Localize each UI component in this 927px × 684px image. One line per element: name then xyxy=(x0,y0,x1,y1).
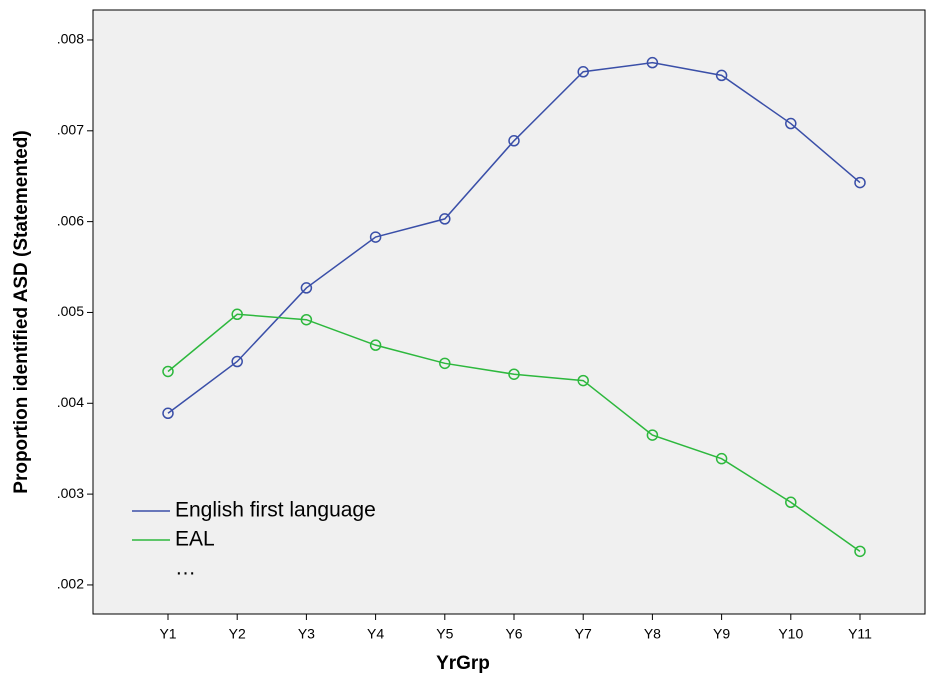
x-tick-label: Y2 xyxy=(229,626,246,642)
data-point xyxy=(646,56,659,69)
data-point xyxy=(854,545,866,558)
x-tick-label: Y6 xyxy=(505,626,522,642)
data-point xyxy=(162,365,174,378)
y-tick-label: .004 xyxy=(57,394,84,410)
x-tick-label: Y7 xyxy=(575,626,592,642)
x-tick-label: Y5 xyxy=(436,626,453,642)
plot-area xyxy=(92,9,926,615)
data-point xyxy=(231,308,243,321)
x-tick-label: Y4 xyxy=(367,626,384,642)
data-point xyxy=(300,282,313,294)
x-tick-label: Y11 xyxy=(848,626,872,642)
data-point xyxy=(577,66,589,78)
x-axis-title: YrGrp xyxy=(436,653,490,674)
y-tick-label: .005 xyxy=(57,303,84,319)
x-tick-label: Y1 xyxy=(159,626,176,642)
x-tick-label: Y3 xyxy=(298,626,315,642)
y-tick-label: .006 xyxy=(57,212,84,228)
x-tick-label: Y9 xyxy=(713,626,730,642)
y-tick-label: .002 xyxy=(57,576,84,592)
legend-label: EAL xyxy=(175,528,215,551)
data-point xyxy=(439,213,451,225)
data-point xyxy=(785,496,797,509)
y-tick-label: .008 xyxy=(57,31,84,47)
legend-note: … xyxy=(175,557,196,580)
data-point xyxy=(785,117,797,130)
x-tick-label: Y8 xyxy=(644,626,661,642)
data-point xyxy=(646,429,659,441)
data-point xyxy=(162,407,174,420)
legend-label: English first language xyxy=(175,499,376,522)
data-point xyxy=(508,368,520,380)
y-axis-title: Proportion identified ASD (Statemented) xyxy=(11,130,32,493)
data-point xyxy=(300,313,313,326)
data-point xyxy=(854,176,866,189)
data-point xyxy=(715,69,728,82)
data-point xyxy=(231,355,243,368)
data-point xyxy=(369,339,382,351)
data-point xyxy=(439,357,451,370)
y-tick-label: .007 xyxy=(57,122,84,138)
data-point xyxy=(577,374,589,387)
data-point xyxy=(715,452,728,465)
data-point xyxy=(369,231,382,243)
x-tick-label: Y10 xyxy=(778,626,803,642)
series-line xyxy=(167,313,861,552)
series-line xyxy=(167,61,861,414)
y-tick-label: .003 xyxy=(57,485,84,501)
data-point xyxy=(508,135,520,147)
